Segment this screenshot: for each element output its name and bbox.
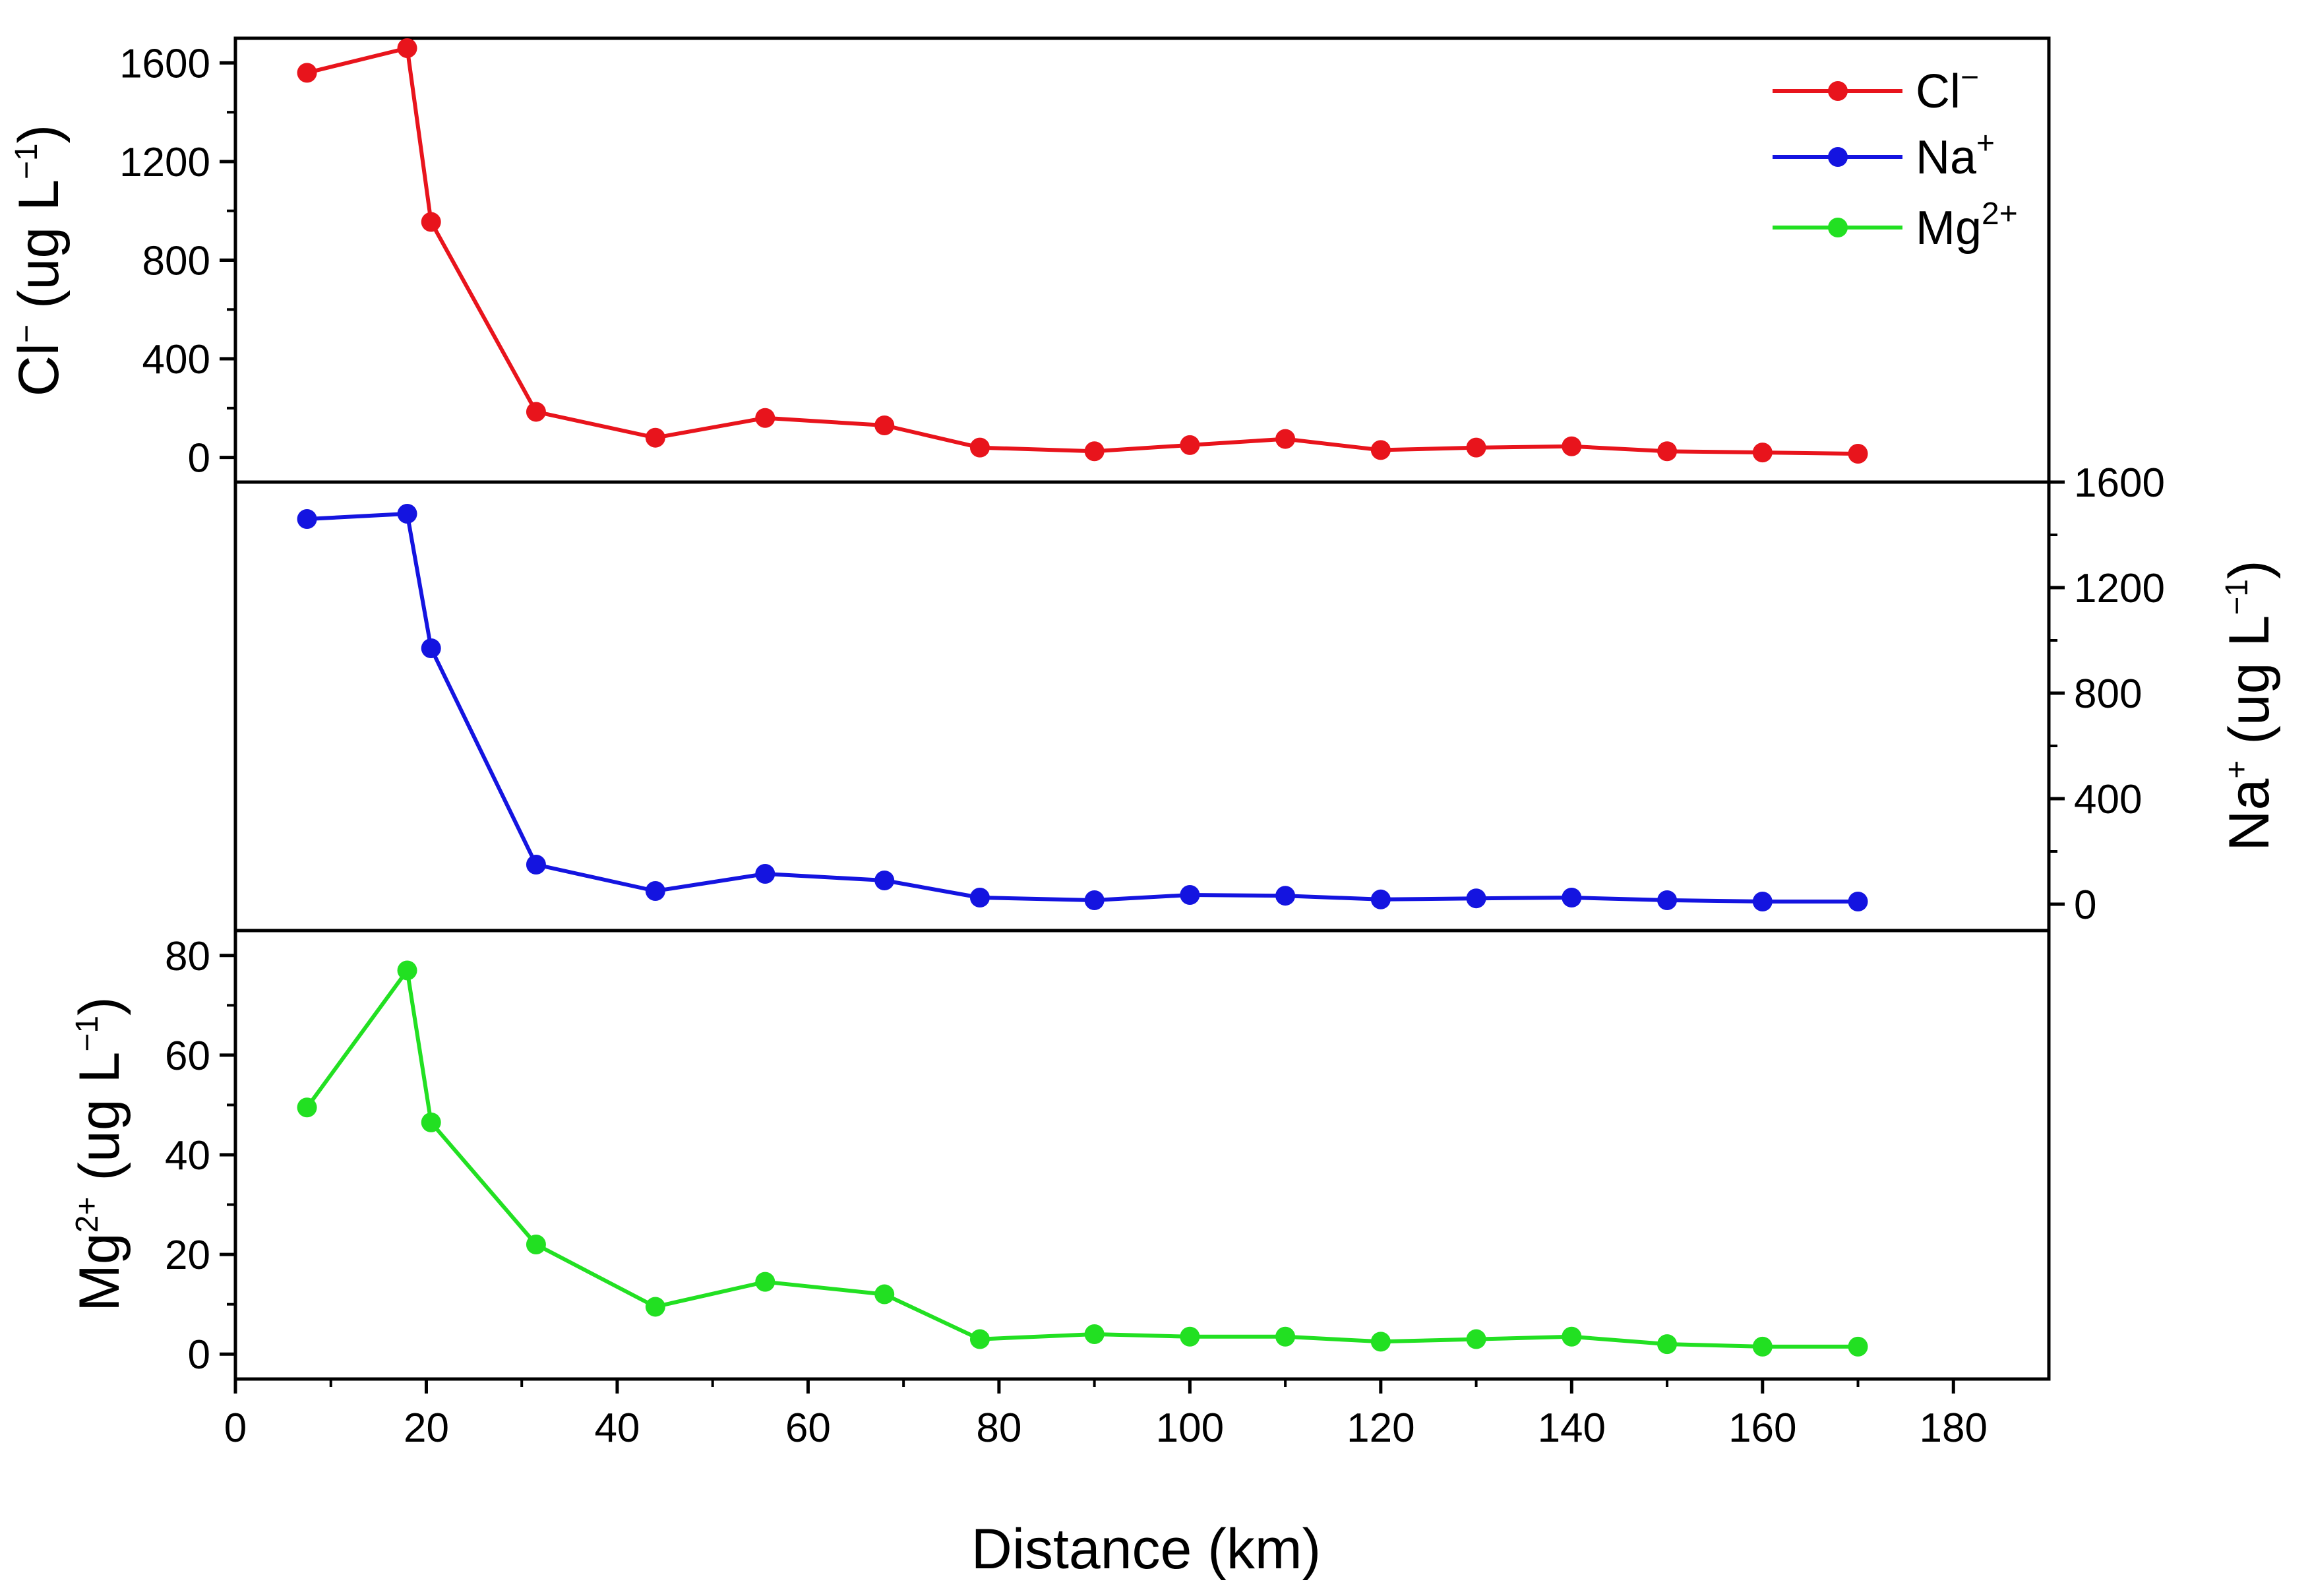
x-tick-label: 40 — [594, 1405, 640, 1451]
mg-series-line — [305, 968, 1858, 1349]
legend-label-mg: Mg2+ — [1916, 197, 2018, 255]
legend-item-mg: Mg2+ — [1773, 197, 2018, 255]
cl-data-point — [1657, 441, 1678, 462]
plot-frame — [233, 36, 2051, 1381]
x-tick-label: 160 — [1728, 1405, 1796, 1451]
na-data-point — [526, 855, 546, 875]
na-data-point — [1752, 892, 1773, 911]
legend-marker-mg — [1828, 218, 1848, 237]
x-tick-label: 180 — [1920, 1405, 1988, 1451]
cl-data-point — [1180, 435, 1200, 455]
mg-data-point — [397, 960, 417, 981]
legend-marker-na — [1828, 147, 1848, 167]
cl-data-point — [1275, 429, 1296, 449]
mg-data-point — [755, 1272, 775, 1292]
na-data-point — [1466, 888, 1486, 909]
cl-data-point — [1370, 440, 1391, 460]
na-y-tick-label: 0 — [2074, 882, 2096, 928]
mg-y-tick-label: 80 — [165, 934, 210, 979]
x-tick-label: 60 — [785, 1405, 831, 1451]
x-tick-label: 80 — [976, 1405, 1021, 1451]
cl-y-tick-label: 1600 — [119, 41, 210, 86]
na-data-point — [1848, 892, 1868, 911]
mg-data-point — [874, 1284, 895, 1304]
legend-marker-cl — [1828, 81, 1848, 101]
mg-data-point — [645, 1297, 665, 1317]
cl-y-tick-label: 0 — [188, 436, 210, 481]
cl-series-line — [306, 46, 1858, 456]
na-data-point — [1657, 890, 1678, 910]
cl-data-point — [397, 38, 417, 58]
na-data-point — [421, 638, 441, 658]
x-tick-label: 0 — [224, 1405, 247, 1451]
x-tick-label: 140 — [1538, 1405, 1606, 1451]
mg-data-point — [969, 1329, 990, 1349]
na-data-point — [755, 864, 775, 884]
na-data-point — [297, 509, 317, 529]
cl-data-point — [526, 402, 546, 422]
cl-data-point — [297, 63, 317, 83]
na-data-point — [645, 881, 665, 901]
na-axis-title: Na+ (ug L−1) — [2218, 560, 2281, 851]
cl-data-point — [1084, 441, 1105, 462]
mg-y-tick-label: 20 — [165, 1233, 210, 1278]
na-y-tick-label: 400 — [2074, 777, 2142, 822]
mg-data-point — [1752, 1336, 1773, 1357]
mg-axis-title: Mg2+ (ug L−1) — [68, 997, 131, 1312]
mg-data-point — [297, 1097, 317, 1118]
na-data-point — [1180, 885, 1200, 905]
mg-data-point — [1370, 1332, 1391, 1352]
na-data-point — [1562, 888, 1582, 907]
x-axis-title: Distance (km) — [971, 1518, 1321, 1581]
cl-data-point — [1466, 437, 1486, 458]
cl-data-point — [1848, 444, 1868, 464]
mg-data-point — [421, 1112, 441, 1132]
cl-y-tick-label: 1200 — [119, 140, 210, 185]
x-tick-label: 120 — [1347, 1405, 1414, 1451]
mg-data-point — [1180, 1326, 1200, 1347]
mg-y-tick-label: 0 — [188, 1332, 210, 1378]
na-data-point — [1370, 889, 1391, 909]
na-data-point — [969, 888, 990, 907]
na-y-tick-label: 1200 — [2074, 566, 2165, 611]
legend-label-na: Na+ — [1916, 126, 1995, 184]
mg-data-point — [1657, 1334, 1678, 1355]
legend-item-na: Na+ — [1773, 126, 1995, 184]
mg-data-point — [1466, 1329, 1486, 1349]
na-data-point — [1275, 886, 1296, 906]
x-tick-label: 20 — [404, 1405, 449, 1451]
cl-data-point — [645, 427, 665, 448]
cl-data-point — [1752, 443, 1773, 463]
cl-data-point — [874, 415, 895, 436]
cl-data-point — [755, 408, 775, 428]
cl-data-point — [421, 212, 441, 232]
legend-label-cl: Cl− — [1916, 60, 1979, 118]
na-y-tick-label: 800 — [2074, 671, 2142, 717]
legend-item-cl: Cl− — [1773, 60, 1979, 118]
na-data-point — [874, 871, 895, 890]
cl-axis-title: Cl− (ug L−1) — [7, 125, 71, 397]
x-tick-label: 100 — [1156, 1405, 1224, 1451]
axes-layer: 0 20 40 60 80 100 120 140 160 1800400800120016000… — [119, 41, 2165, 1451]
na-data-point — [397, 504, 417, 524]
mg-data-point — [1275, 1326, 1296, 1347]
cl-y-tick-label: 800 — [142, 239, 210, 284]
mg-y-tick-label: 60 — [165, 1033, 210, 1079]
mg-data-point — [1084, 1324, 1105, 1344]
mg-data-point — [526, 1235, 546, 1254]
series-layer — [297, 38, 1868, 1357]
cl-data-point — [969, 437, 990, 458]
mg-data-point — [1848, 1336, 1868, 1357]
mg-y-tick-label: 40 — [165, 1133, 210, 1179]
cl-data-point — [1562, 436, 1582, 456]
mg-data-point — [1562, 1326, 1582, 1347]
na-series-line — [307, 512, 1858, 904]
na-y-tick-label: 1600 — [2074, 460, 2165, 506]
legend: Cl− Na+ Mg2+ — [1773, 60, 2018, 255]
cl-y-tick-label: 400 — [142, 337, 210, 383]
na-data-point — [1084, 890, 1105, 910]
